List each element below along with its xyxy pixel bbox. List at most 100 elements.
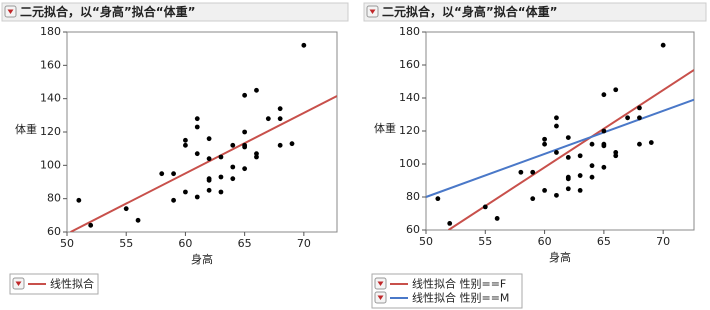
data-point (565, 186, 571, 192)
x-tick-label: 65 (238, 237, 252, 250)
y-tick-label: 80 (47, 192, 61, 205)
data-point (554, 192, 559, 198)
data-point (277, 142, 283, 148)
data-point (277, 116, 283, 122)
data-point (194, 116, 200, 122)
data-point (601, 143, 607, 149)
data-point (159, 171, 165, 177)
data-point (194, 124, 200, 130)
data-point (601, 92, 607, 98)
data-point (230, 142, 236, 148)
data-point (171, 171, 176, 177)
data-point (542, 136, 547, 142)
data-point (301, 42, 307, 48)
plot-content (70, 42, 337, 232)
data-point (206, 187, 212, 193)
data-point (577, 188, 583, 193)
menu-icon (7, 9, 14, 14)
data-point (242, 92, 248, 98)
data-point (637, 141, 642, 147)
y-tick-label: 120 (40, 125, 61, 138)
legend-label: 线性拟合 性别==F (412, 277, 506, 291)
data-point (601, 128, 607, 134)
data-point (289, 141, 295, 147)
y-tick-label: 100 (40, 158, 61, 171)
data-point (254, 151, 259, 157)
x-axis-label: 身高 (191, 252, 213, 266)
x-tick-label: 70 (297, 237, 311, 250)
plot-frame (66, 31, 338, 233)
x-tick-label: 55 (478, 235, 492, 248)
data-point (171, 197, 176, 203)
data-point (660, 42, 666, 48)
title-bar (363, 2, 707, 22)
data-point (76, 197, 82, 203)
y-tick-label: 180 (399, 25, 420, 38)
data-point (183, 189, 188, 195)
data-point (589, 163, 595, 169)
data-point (135, 217, 141, 223)
data-point (648, 140, 654, 145)
legend-label: 线性拟合 性别==M (412, 291, 509, 305)
y-tick-label: 100 (399, 157, 420, 170)
menu-icon (377, 295, 384, 300)
data-point (565, 135, 571, 141)
y-tick-label: 140 (40, 92, 61, 105)
x-tick-label: 60 (538, 235, 552, 248)
data-point (230, 164, 236, 170)
data-point (625, 115, 630, 121)
data-point (242, 129, 248, 135)
x-tick-label: 60 (178, 237, 192, 250)
data-point (123, 206, 129, 212)
data-point (613, 153, 619, 159)
data-point (254, 87, 259, 93)
data-point (218, 154, 224, 160)
y-axis-label: 体重 (15, 122, 37, 136)
y-axis-label: 体重 (374, 121, 396, 135)
data-point (265, 116, 271, 122)
data-point (613, 150, 619, 155)
data-point (589, 174, 595, 180)
x-tick-label: 50 (60, 237, 74, 250)
data-point (554, 115, 559, 121)
x-tick-label: 65 (597, 235, 611, 248)
data-point (565, 155, 571, 160)
chart-title: 二元拟合，以“身高”拟合“体重” (382, 4, 558, 19)
y-tick-label: 80 (406, 190, 420, 203)
data-point (637, 105, 642, 111)
menu-icon (15, 281, 22, 286)
y-tick-label: 120 (399, 124, 420, 137)
data-point (206, 177, 212, 183)
data-point (194, 151, 200, 157)
data-point (613, 87, 619, 93)
menu-icon (377, 281, 384, 286)
y-tick-label: 160 (40, 58, 61, 71)
y-tick-label: 60 (406, 223, 420, 236)
data-point (242, 144, 248, 150)
data-point (218, 189, 224, 195)
data-point (482, 204, 488, 210)
data-point (637, 115, 642, 121)
chart-title: 二元拟合，以“身高”拟合“体重” (20, 4, 196, 19)
legend-box (371, 273, 523, 309)
data-point (530, 169, 536, 175)
data-point (577, 153, 583, 159)
fit-line (447, 69, 694, 230)
data-point (542, 141, 547, 147)
fit-line (70, 95, 337, 232)
data-point (88, 222, 94, 228)
x-axis-label: 身高 (549, 250, 571, 264)
data-point (242, 166, 248, 172)
data-point (554, 123, 559, 129)
data-point (183, 137, 188, 143)
data-point (183, 142, 188, 148)
plot-content (426, 42, 694, 230)
y-tick-label: 140 (399, 91, 420, 104)
menu-icon (369, 9, 376, 14)
data-point (218, 174, 224, 180)
x-tick-label: 55 (119, 237, 133, 250)
data-point (254, 154, 259, 160)
data-point (206, 156, 212, 162)
fit-line (426, 98, 694, 198)
